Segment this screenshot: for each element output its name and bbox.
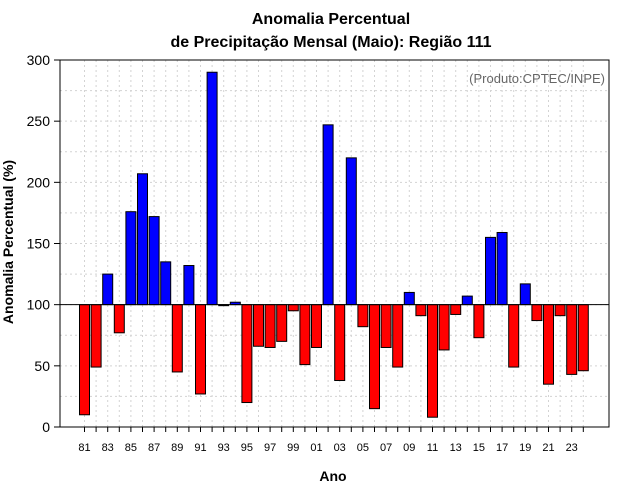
x-tick-label-21: 21 — [542, 442, 554, 454]
x-axis: 81 83 85 87 89 91 93 95 97 99 01 03 05 07 09 11 13 15 17 19… — [78, 427, 584, 454]
x-tick-label-81: 81 — [78, 442, 90, 454]
bar-2022 — [554, 304, 566, 317]
bar-1981 — [79, 304, 90, 416]
bar-2009 — [403, 291, 415, 306]
x-tick-label-89: 89 — [171, 442, 183, 454]
bar-1990 — [183, 265, 195, 306]
bar-2000 — [299, 304, 311, 366]
bar-1991 — [195, 304, 206, 395]
y-tick-label-150: 150 — [27, 236, 51, 252]
x-tick-label-07: 07 — [380, 442, 392, 454]
bar-1995 — [241, 304, 253, 404]
bar-2015 — [473, 304, 485, 339]
y-tick-label-200: 200 — [27, 174, 51, 190]
chart-title-line-2: de Precipitação Mensal (Maio): Região 11… — [171, 34, 492, 51]
y-axis-label: Anomalia Percentual (%) — [0, 160, 16, 324]
x-tick-label-83: 83 — [102, 442, 114, 454]
bar-1999 — [287, 304, 299, 312]
x-tick-label-19: 19 — [519, 442, 531, 454]
y-tick-label-100: 100 — [27, 297, 51, 313]
bar-2003 — [334, 304, 346, 382]
x-tick-label-01: 01 — [310, 442, 322, 454]
x-tick-label-99: 99 — [287, 442, 299, 454]
bar-1997 — [264, 304, 276, 348]
x-tick-label-23: 23 — [566, 442, 578, 454]
bar-2023 — [566, 304, 578, 375]
x-tick-label-03: 03 — [334, 442, 346, 454]
bar-2010 — [415, 304, 427, 317]
bar-1983 — [102, 273, 114, 306]
bar-2001 — [311, 304, 322, 348]
bar-2016 — [485, 236, 496, 306]
x-tick-label-93: 93 — [218, 442, 230, 454]
bar-2018 — [508, 304, 520, 368]
x-tick-label-15: 15 — [473, 442, 485, 454]
bar-2013 — [450, 304, 462, 315]
bar-1996 — [253, 304, 264, 347]
bar-2008 — [392, 304, 404, 368]
y-tick-label-300: 300 — [27, 52, 51, 68]
x-axis-label: Ano — [319, 468, 346, 484]
x-tick-label-11: 11 — [427, 442, 438, 454]
bar-2020 — [531, 304, 543, 322]
bar-2006 — [369, 304, 380, 410]
bar-1988 — [160, 261, 172, 306]
bar-2004 — [345, 157, 357, 306]
bar-1984 — [113, 304, 125, 334]
bar-1986 — [137, 173, 148, 306]
bar-2019 — [519, 283, 531, 306]
bar-1998 — [276, 304, 288, 342]
bar-1987 — [148, 216, 160, 306]
x-tick-label-13: 13 — [450, 442, 462, 454]
y-axis: 0 50 100 150 200 250 300 — [27, 52, 60, 435]
y-tick-label-250: 250 — [27, 113, 51, 129]
x-tick-label-87: 87 — [148, 442, 160, 454]
x-tick-label-91: 91 — [194, 442, 206, 454]
bar-2017 — [496, 231, 508, 306]
bar-1989 — [171, 304, 183, 373]
bar-1982 — [90, 304, 102, 368]
bar-1985 — [125, 211, 137, 306]
x-tick-label-97: 97 — [264, 442, 276, 454]
x-tick-label-95: 95 — [241, 442, 253, 454]
bar-2024 — [577, 304, 589, 372]
bar-2011 — [427, 304, 438, 418]
chart-title-line-1: Anomalia Percentual — [252, 11, 410, 28]
bar-2002 — [322, 124, 334, 306]
bar-2021 — [543, 304, 554, 385]
product-watermark: (Produto:CPTEC/INPE) — [469, 71, 605, 86]
bar-2012 — [438, 304, 450, 351]
bar-2005 — [357, 304, 369, 328]
bar-1992 — [206, 71, 218, 306]
x-tick-label-85: 85 — [125, 442, 137, 454]
y-tick-label-50: 50 — [34, 358, 50, 374]
y-tick-label-0: 0 — [42, 419, 50, 435]
x-tick-label-17: 17 — [496, 442, 508, 454]
bar-2014 — [461, 295, 473, 306]
x-tick-label-05: 05 — [357, 442, 369, 454]
x-tick-label-09: 09 — [403, 442, 415, 454]
bar-2007 — [380, 304, 392, 348]
